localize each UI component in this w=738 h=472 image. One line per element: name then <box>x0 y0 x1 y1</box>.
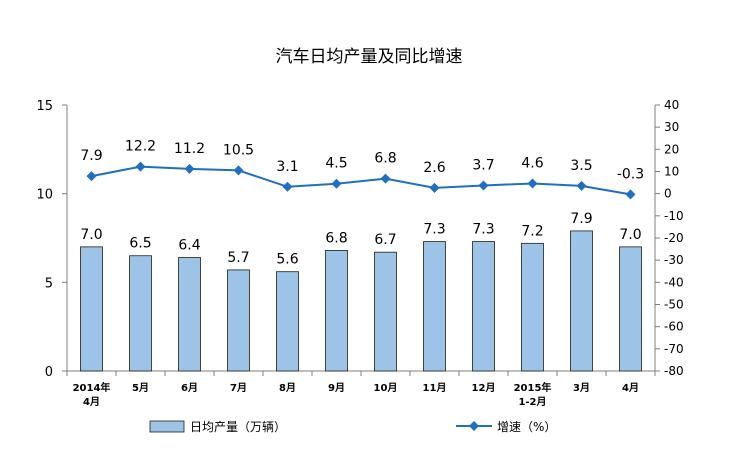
legend-bar-label: 日均产量（万辆） <box>190 420 286 434</box>
bar <box>374 251 397 372</box>
bar <box>80 246 103 372</box>
growth-point <box>478 180 489 191</box>
right-tick-label: -30 <box>664 253 684 267</box>
growth-value-label: 12.2 <box>125 139 156 155</box>
growth-point <box>625 189 636 200</box>
growth-value-label: 10.5 <box>223 142 254 158</box>
right-tick-label: -20 <box>664 231 684 245</box>
growth-point <box>429 182 440 193</box>
right-tick-label: -60 <box>664 320 684 334</box>
growth-value-label: 11.2 <box>174 141 205 157</box>
bar-value-label: 5.6 <box>276 252 298 268</box>
x-tick-label: 12月 <box>472 382 496 394</box>
bar-value-label: 7.0 <box>80 227 102 243</box>
x-tick-label: 4月 <box>83 396 100 408</box>
right-tick-label: 0 <box>664 187 672 201</box>
right-tick-label: 30 <box>664 120 679 134</box>
chart-title: 汽车日均产量及同比增速 <box>276 47 463 67</box>
right-tick-label: -40 <box>664 275 684 289</box>
legend-bar-swatch <box>149 420 185 433</box>
bar-value-label: 6.4 <box>178 238 200 254</box>
bar <box>227 269 250 372</box>
bar-value-label: 6.5 <box>129 236 151 252</box>
bar <box>178 257 201 372</box>
growth-point <box>380 173 391 184</box>
right-tick-label: 10 <box>664 165 679 179</box>
bar-value-label: 5.7 <box>227 250 249 266</box>
growth-point <box>184 163 195 174</box>
bar-value-label: 7.3 <box>423 222 445 238</box>
bar-series <box>80 230 642 372</box>
growth-point <box>576 180 587 191</box>
bar-value-label: 6.8 <box>325 230 347 246</box>
bar-value-label: 7.0 <box>619 227 641 243</box>
right-tick-label: 40 <box>664 98 679 112</box>
left-tick-label: 10 <box>36 188 53 203</box>
x-tick-label: 3月 <box>573 382 590 394</box>
growth-value-label: 6.8 <box>374 151 396 167</box>
bar <box>619 246 642 372</box>
bar <box>521 242 544 372</box>
growth-point <box>282 181 293 192</box>
growth-point <box>86 171 97 182</box>
growth-point <box>135 161 146 172</box>
bar <box>129 255 152 372</box>
legend-line-label: 增速（%） <box>497 420 556 434</box>
x-tick-label: 2014年 <box>73 381 111 394</box>
growth-point <box>331 178 342 189</box>
x-tick-label: 5月 <box>132 382 149 394</box>
growth-value-label: 4.5 <box>325 156 347 172</box>
bar <box>472 241 495 372</box>
x-tick-label: 2015年 <box>514 381 552 394</box>
x-tick-label: 9月 <box>328 382 345 394</box>
legend: 日均产量（万辆） 增速（%） <box>149 420 556 434</box>
bar-value-label: 7.3 <box>472 222 494 238</box>
growth-value-label: 3.1 <box>276 159 298 175</box>
growth-value-label: 4.6 <box>521 155 543 171</box>
growth-value-label: 7.9 <box>80 148 102 164</box>
growth-value-label: 3.7 <box>472 157 494 173</box>
legend-line-marker <box>469 421 479 431</box>
bar-value-label: 6.7 <box>374 232 396 248</box>
right-tick-label: -10 <box>664 209 684 223</box>
bar <box>276 271 299 372</box>
axes: 0 5 10 15 40 30 20 10 0 -10 -20 -30 -40 -50 -60 -70 -80 2… <box>36 98 683 408</box>
left-tick-label: 5 <box>45 276 53 291</box>
right-tick-label: 20 <box>664 142 679 156</box>
x-tick-label: 8月 <box>279 382 296 394</box>
x-tick-label: 7月 <box>230 382 247 394</box>
line-series <box>86 161 636 200</box>
x-tick-label: 11月 <box>423 382 447 394</box>
growth-value-label: 2.6 <box>423 160 445 176</box>
left-tick-label: 0 <box>45 365 53 380</box>
x-tick-label: 6月 <box>181 382 198 394</box>
bar <box>570 230 593 372</box>
bar <box>325 250 348 372</box>
x-tick-label: 1-2月 <box>518 396 546 408</box>
bar <box>423 241 446 372</box>
bar-value-label: 7.2 <box>521 223 543 239</box>
x-tick-label: 4月 <box>622 382 639 394</box>
growth-point <box>233 165 244 176</box>
growth-value-label: 3.5 <box>570 158 592 174</box>
growth-point <box>527 178 538 189</box>
growth-line <box>91 165 631 196</box>
growth-value-label: -0.3 <box>617 166 644 182</box>
right-tick-label: -50 <box>664 298 684 312</box>
right-tick-label: -80 <box>664 364 684 378</box>
left-tick-label: 15 <box>36 99 53 114</box>
bar-value-label: 7.9 <box>570 211 592 227</box>
x-tick-label: 10月 <box>374 382 398 394</box>
data-labels: 7.0 6.5 6.4 5.7 5.6 6.8 6.7 7.3 7.3 7.2 7.9 7.0 7.9 1… <box>80 139 644 268</box>
right-tick-label: -70 <box>664 342 684 356</box>
